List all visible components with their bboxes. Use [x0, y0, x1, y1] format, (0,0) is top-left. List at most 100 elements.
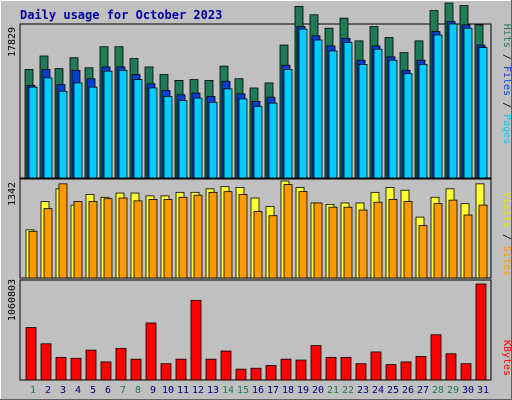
sites-bar	[343, 206, 353, 279]
sites-bar	[358, 209, 368, 279]
sites-bar	[328, 206, 338, 279]
pages-bar	[433, 34, 443, 179]
x-tick-label: 2	[45, 385, 51, 396]
kbytes-bar	[55, 356, 67, 381]
x-tick-label: 10	[162, 385, 174, 396]
kbytes-bar	[145, 322, 157, 381]
kbytes-bar	[70, 357, 82, 381]
pages-bar	[373, 48, 383, 179]
sites-bar	[208, 191, 218, 279]
kbytes-bar	[250, 367, 262, 381]
kbytes-bar	[340, 356, 352, 381]
x-tick-label: 26	[402, 385, 414, 396]
kbytes-bar	[325, 356, 337, 381]
x-tick-label: 8	[135, 385, 141, 396]
kbytes-bar	[40, 343, 52, 381]
kbytes-bar	[160, 363, 172, 381]
pages-bar	[328, 50, 338, 179]
x-tick-label: 31	[477, 385, 489, 396]
pages-bar	[208, 101, 218, 179]
sites-bar	[268, 215, 278, 279]
x-tick-label: 4	[75, 385, 81, 396]
kbytes-bar	[475, 283, 487, 381]
pages-bar	[58, 90, 68, 179]
sites-bar	[403, 201, 413, 279]
kbytes-bar	[460, 363, 472, 381]
sites-bar	[448, 199, 458, 279]
kbytes-bar	[220, 350, 232, 381]
sites-bar	[238, 194, 248, 279]
sites-bar	[478, 204, 488, 279]
kbytes-bar	[85, 349, 97, 381]
legend-visits: Visits	[501, 192, 512, 228]
sites-bar	[433, 203, 443, 279]
kbytes-bar	[265, 365, 277, 381]
svg-text:Visits / Sites: Visits / Sites	[501, 192, 512, 276]
pages-bar	[73, 82, 83, 179]
pages-bar	[178, 100, 188, 179]
pages-bar	[88, 86, 98, 179]
x-tick-label: 28	[432, 385, 444, 396]
x-tick-label: 24	[372, 385, 384, 396]
kbytes-bar	[205, 358, 217, 381]
x-tick-label: 27	[417, 385, 429, 396]
sites-bar	[463, 214, 473, 279]
sites-bar	[28, 230, 38, 279]
kbytes-bar	[130, 358, 142, 381]
kbytes-bar	[385, 364, 397, 381]
sites-bar	[58, 183, 68, 279]
x-tick-label: 11	[177, 385, 189, 396]
legend-sites: Sites	[501, 246, 512, 276]
legend-pages-files-hits: Hits / Files / Pages	[501, 24, 512, 144]
pages-bar	[163, 95, 173, 179]
panel-kbytes	[19, 279, 492, 381]
sites-bar	[193, 194, 203, 279]
x-tick-label: 15	[237, 385, 249, 396]
sites-bar	[163, 199, 173, 279]
pages-bar	[238, 98, 248, 179]
legend-files: Files	[501, 66, 512, 96]
sites-bar	[178, 196, 188, 279]
kbytes-bar	[445, 353, 457, 381]
pages-bar	[478, 47, 488, 179]
kbytes-bar	[430, 334, 442, 381]
x-tick-label: 21	[327, 385, 339, 396]
x-tick-label: 9	[150, 385, 156, 396]
pages-bar	[118, 69, 128, 179]
x-tick-label: 29	[447, 385, 459, 396]
x-tick-label: 17	[267, 385, 279, 396]
kbytes-bar	[415, 356, 427, 381]
x-tick-label: 12	[192, 385, 204, 396]
sites-bar	[148, 199, 158, 279]
pages-bar	[343, 42, 353, 179]
x-tick-label: 7	[120, 385, 126, 396]
sites-bar	[223, 191, 233, 279]
y-max-label-sites: 1342	[7, 182, 18, 206]
pages-bar	[148, 87, 158, 179]
sites-bar	[118, 197, 128, 279]
pages-bar	[388, 59, 398, 179]
pages-bar	[313, 39, 323, 179]
kbytes-bar	[115, 347, 127, 381]
sites-bar	[88, 201, 98, 279]
pages-bar	[358, 64, 368, 179]
legend-sites-visits: Visits / Sites	[501, 192, 512, 276]
svg-text:Hits / Files / Pages: Hits / Files / Pages	[501, 24, 512, 144]
chart-title: Daily usage for October 2023	[20, 8, 222, 22]
pages-bar	[283, 69, 293, 179]
kbytes-bar	[370, 351, 382, 381]
x-tick-label: 6	[105, 385, 111, 396]
kbytes-bar	[355, 363, 367, 381]
x-tick-label: 19	[297, 385, 309, 396]
sites-bar	[373, 201, 383, 279]
x-tick-label: 23	[357, 385, 369, 396]
x-tick-label: 22	[342, 385, 354, 396]
legend-kbytes-group: KBytes	[501, 340, 512, 376]
pages-bar	[448, 23, 458, 179]
x-tick-label: 30	[462, 385, 474, 396]
kbytes-bar	[235, 368, 247, 381]
sites-bar	[253, 211, 263, 279]
x-tick-label: 13	[207, 385, 219, 396]
pages-bar	[103, 70, 113, 179]
